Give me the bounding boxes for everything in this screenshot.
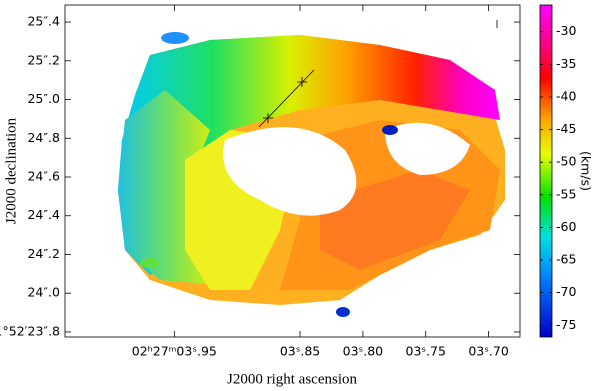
y-tick-label: 61°52′23″.8 <box>0 323 60 338</box>
x-tick-label: 03ˢ.70 <box>468 344 508 359</box>
annotation <box>258 20 498 128</box>
y-tick-label: 24″.4 <box>27 207 60 222</box>
velocity-map <box>118 32 505 317</box>
colorbar-tick-label: -70 <box>556 284 576 299</box>
colorbar-tick-label: -45 <box>556 121 576 136</box>
y-tick-label: 24″.6 <box>27 169 60 184</box>
y-tick-label: 24″.2 <box>27 246 60 261</box>
colorbar <box>539 4 553 338</box>
colorbar-tick-label: -75 <box>556 317 576 332</box>
colorbar-tick-label: -65 <box>556 252 576 267</box>
x-tick-label: 03ˢ.75 <box>406 344 446 359</box>
colorbar-tick-label: -50 <box>556 154 576 169</box>
x-tick-label: 03ˢ.80 <box>343 344 383 359</box>
x-axis-label: J2000 right ascension <box>227 371 357 387</box>
y-tick-label: 24″.0 <box>27 285 60 300</box>
colorbar-label: (km/s) <box>579 151 594 191</box>
x-tick-label: 02ʰ27ᵐ03ˢ.95 <box>132 344 217 359</box>
y-tick-label: 25″.4 <box>27 14 60 29</box>
x-tick-label: 03ˢ.85 <box>280 344 320 359</box>
colorbar-tick-label: -55 <box>556 186 576 201</box>
y-tick-label: 24″.8 <box>27 130 60 145</box>
colorbar-tick-label: -30 <box>556 23 576 38</box>
plot-frame <box>64 4 521 338</box>
y-axis-label: J2000 declination <box>3 117 19 224</box>
colorbar-tick-label: -35 <box>556 56 576 71</box>
colorbar-tick-label: -60 <box>556 219 576 234</box>
y-tick-label: 25″.0 <box>27 91 60 106</box>
y-tick-label: 25″.2 <box>27 52 60 67</box>
colorbar-tick-label: -40 <box>556 88 576 103</box>
